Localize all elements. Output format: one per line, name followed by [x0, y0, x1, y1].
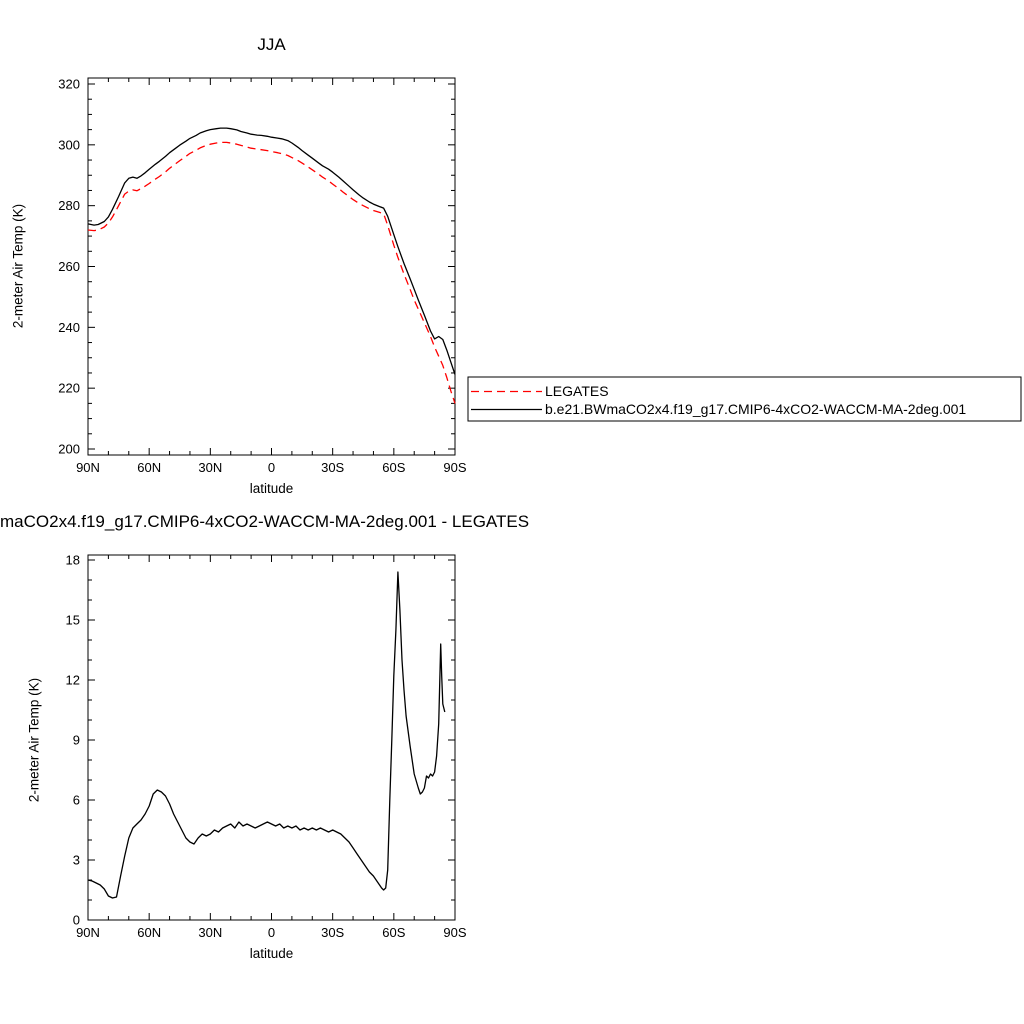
difference-chart: 90N 60N 30N 0 30S 60S 90S 0 3 6 9 12 15 18	[66, 553, 467, 941]
x-tick-label: 90S	[443, 925, 466, 940]
x-tick-label: 90S	[443, 460, 466, 475]
y-tick-label: 240	[58, 320, 80, 335]
x-tick-label: 60N	[137, 925, 161, 940]
chart2-x-axis-label: latitude	[249, 946, 294, 961]
x-tick-label: 60N	[137, 460, 161, 475]
y-tick-label: 18	[66, 553, 80, 568]
y-tick-label: 220	[58, 381, 80, 396]
series-line-legates	[87, 141, 456, 404]
jja-chart: 90N 60N 30N 0 30S 60S 90S 200 220 240 260 280 300 320…	[58, 77, 1022, 475]
y-tick-label: 260	[58, 259, 80, 274]
x-tick-label: 30S	[321, 460, 344, 475]
y-tick-label: 300	[58, 137, 80, 152]
x-tick-label: 30N	[198, 460, 222, 475]
series-line-model	[87, 127, 456, 375]
y-tick-label: 9	[73, 733, 80, 748]
x-tick-label: 0	[268, 925, 275, 940]
y-tick-label: 15	[66, 613, 80, 628]
chart2-title: maCO2x4.f19_g17.CMIP6-4xCO2-WACCM-MA-2de…	[0, 512, 530, 531]
y-tick-label: 12	[66, 673, 80, 688]
series-line-difference	[87, 571, 446, 899]
x-tick-label: 30S	[321, 925, 344, 940]
y-tick-label: 320	[58, 77, 80, 92]
chart1-x-axis-label: latitude	[249, 481, 294, 496]
legend-box	[467, 376, 1022, 422]
x-tick-label: 90N	[76, 460, 100, 475]
x-tick-label: 60S	[382, 925, 405, 940]
chart2-y-axis-label: 2-meter Air Temp (K)	[26, 677, 42, 803]
y-tick-label: 6	[73, 793, 80, 808]
x-tick-label: 30N	[198, 925, 222, 940]
x-tick-label: 60S	[382, 460, 405, 475]
chart1-title: JJA	[257, 35, 286, 54]
legend: LEGATES b.e21.BWmaCO2x4.f19_g17.CMIP6-4xC…	[467, 376, 1022, 422]
jja-chart-frame	[87, 77, 456, 456]
x-tick-label: 90N	[76, 925, 100, 940]
y-tick-label: 3	[73, 853, 80, 868]
legend-label-legates: LEGATES	[545, 383, 609, 399]
y-tick-label: 0	[73, 913, 80, 928]
y-tick-label: 280	[58, 198, 80, 213]
legend-label-model: b.e21.BWmaCO2x4.f19_g17.CMIP6-4xCO2-WACC…	[545, 401, 966, 417]
y-tick-label: 200	[58, 442, 80, 457]
chart1-y-axis-label: 2-meter Air Temp (K)	[10, 203, 26, 329]
x-tick-label: 0	[268, 460, 275, 475]
